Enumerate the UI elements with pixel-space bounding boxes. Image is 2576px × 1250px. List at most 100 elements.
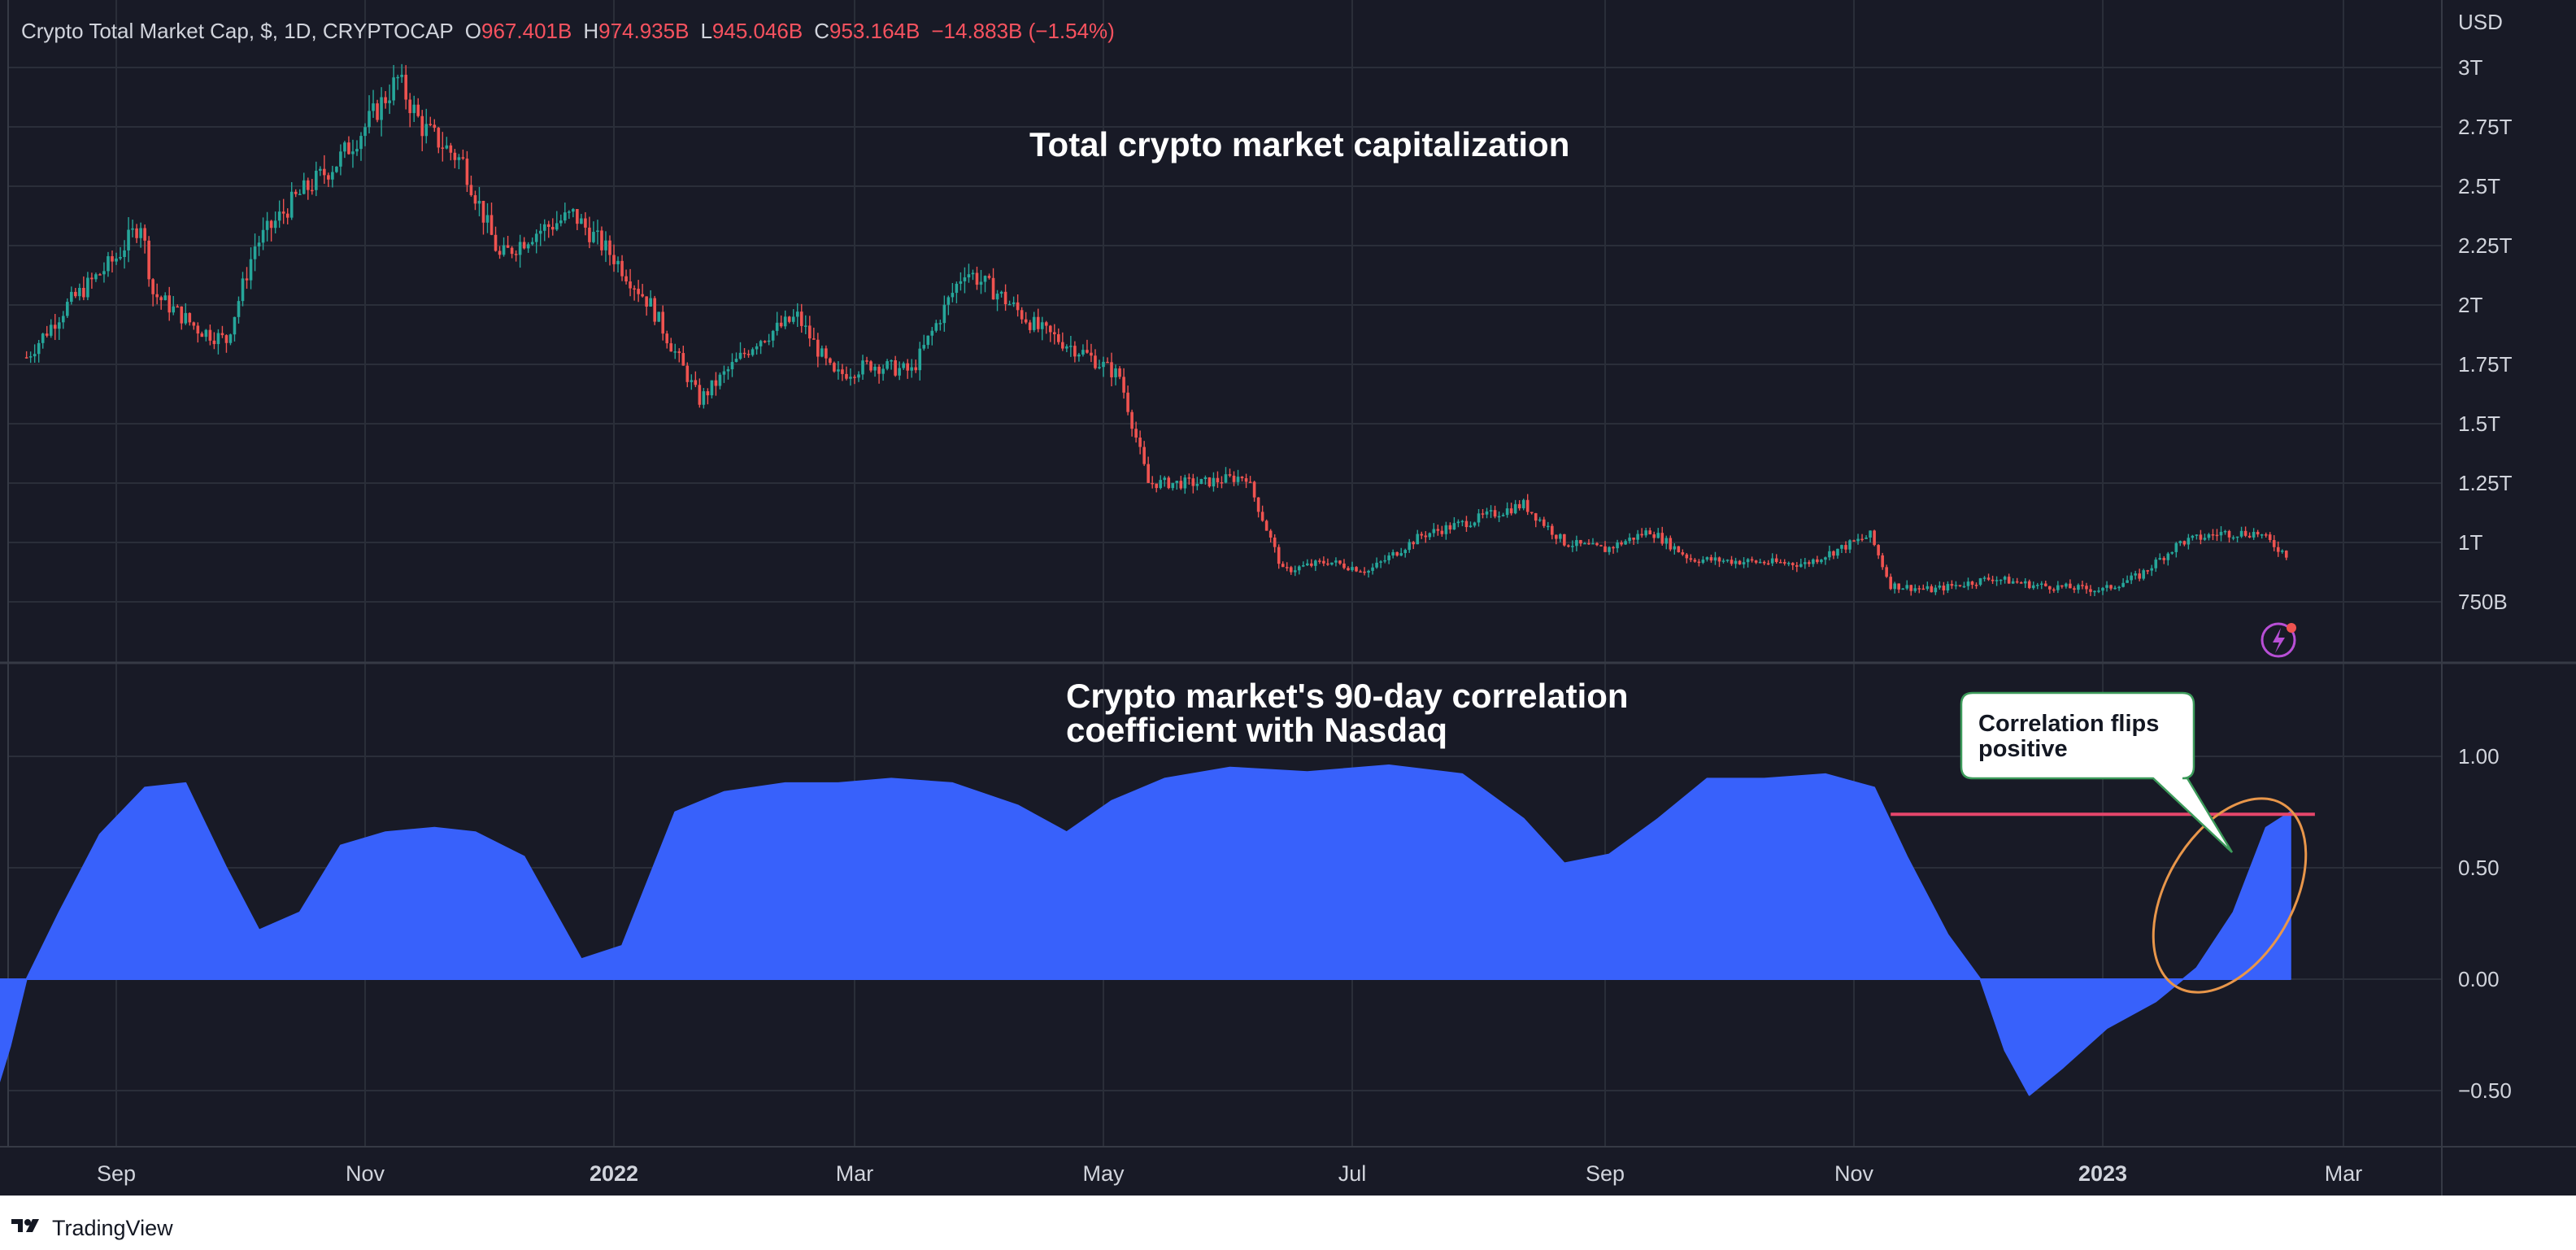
- candle-197[interactable]: [829, 357, 832, 365]
- candle-412[interactable]: [1705, 556, 1709, 562]
- candle-23[interactable]: [119, 246, 122, 260]
- candle-143[interactable]: [608, 235, 611, 266]
- candle-355[interactable]: [1473, 521, 1477, 528]
- candle-351[interactable]: [1456, 519, 1460, 528]
- candle-81[interactable]: [355, 140, 359, 156]
- candle-486[interactable]: [2007, 573, 2011, 584]
- candle-404[interactable]: [1673, 543, 1677, 555]
- candle-513[interactable]: [2117, 586, 2121, 591]
- candle-102[interactable]: [441, 132, 445, 162]
- candle-140[interactable]: [596, 220, 599, 245]
- candle-46[interactable]: [212, 332, 216, 350]
- candle-478[interactable]: [1974, 582, 1978, 590]
- candle-21[interactable]: [111, 250, 114, 273]
- candle-323[interactable]: [1342, 559, 1346, 570]
- candle-148[interactable]: [629, 268, 632, 297]
- candle-194[interactable]: [816, 333, 820, 368]
- candle-269[interactable]: [1122, 368, 1125, 399]
- candle-388[interactable]: [1608, 546, 1611, 555]
- candle-531[interactable]: [2191, 534, 2195, 541]
- candle-14[interactable]: [82, 276, 85, 301]
- candle-196[interactable]: [825, 345, 828, 366]
- candle-434[interactable]: [1795, 562, 1799, 573]
- candle-173[interactable]: [730, 353, 734, 377]
- candle-249[interactable]: [1040, 316, 1044, 341]
- candle-224[interactable]: [938, 319, 942, 331]
- candle-435[interactable]: [1799, 558, 1803, 568]
- candle-390[interactable]: [1616, 539, 1619, 553]
- candle-545[interactable]: [2247, 532, 2252, 538]
- candle-122[interactable]: [522, 237, 526, 250]
- candle-91[interactable]: [396, 74, 399, 90]
- candle-163[interactable]: [690, 374, 694, 390]
- candle-418[interactable]: [1730, 555, 1734, 566]
- candle-443[interactable]: [1832, 550, 1835, 560]
- candle-303[interactable]: [1260, 505, 1264, 522]
- candle-37[interactable]: [176, 304, 180, 308]
- candle-422[interactable]: [1746, 558, 1750, 568]
- candle-137[interactable]: [584, 211, 587, 236]
- candle-84[interactable]: [368, 95, 371, 134]
- candle-73[interactable]: [323, 155, 326, 185]
- candle-76[interactable]: [335, 166, 338, 173]
- candle-484[interactable]: [1999, 579, 2003, 585]
- candle-299[interactable]: [1244, 473, 1248, 489]
- candle-112[interactable]: [481, 200, 485, 235]
- candle-133[interactable]: [568, 210, 571, 220]
- candle-522[interactable]: [2154, 557, 2158, 573]
- legend-symbol[interactable]: Crypto Total Market Cap, $, 1D, CRYPTOCA…: [21, 18, 454, 43]
- candle-343[interactable]: [1424, 531, 1428, 543]
- candle-539[interactable]: [2223, 529, 2227, 535]
- candle-420[interactable]: [1738, 560, 1742, 565]
- candle-120[interactable]: [514, 250, 518, 262]
- candle-507[interactable]: [2093, 590, 2096, 597]
- candle-43[interactable]: [200, 331, 204, 338]
- candle-82[interactable]: [359, 132, 363, 161]
- candle-405[interactable]: [1677, 546, 1681, 553]
- candle-5[interactable]: [45, 325, 49, 338]
- candle-502[interactable]: [2073, 586, 2076, 594]
- candle-548[interactable]: [2260, 534, 2264, 539]
- candle-391[interactable]: [1620, 540, 1623, 547]
- candle-85[interactable]: [372, 89, 375, 118]
- candle-66[interactable]: [294, 189, 298, 198]
- candle-460[interactable]: [1901, 588, 1905, 590]
- candle-239[interactable]: [999, 290, 1003, 298]
- candle-542[interactable]: [2235, 536, 2239, 542]
- candle-1[interactable]: [28, 351, 33, 364]
- candle-345[interactable]: [1432, 523, 1436, 538]
- candle-518[interactable]: [2138, 568, 2141, 581]
- candle-339[interactable]: [1408, 538, 1412, 553]
- candle-332[interactable]: [1379, 560, 1382, 568]
- candle-184[interactable]: [775, 311, 779, 336]
- candle-237[interactable]: [991, 268, 995, 300]
- candle-86[interactable]: [376, 99, 379, 123]
- candle-449[interactable]: [1856, 534, 1860, 545]
- candle-527[interactable]: [2174, 542, 2178, 558]
- candle-410[interactable]: [1697, 559, 1701, 567]
- candle-259[interactable]: [1081, 344, 1085, 357]
- candle-223[interactable]: [934, 320, 938, 333]
- candle-353[interactable]: [1464, 516, 1469, 532]
- candle-273[interactable]: [1138, 430, 1142, 455]
- candle-348[interactable]: [1444, 521, 1448, 540]
- candle-329[interactable]: [1367, 569, 1370, 578]
- candle-457[interactable]: [1889, 573, 1892, 590]
- candle-295[interactable]: [1228, 468, 1232, 477]
- candle-117[interactable]: [502, 237, 506, 257]
- candle-142[interactable]: [604, 231, 607, 263]
- candle-282[interactable]: [1175, 480, 1179, 490]
- candle-98[interactable]: [424, 108, 429, 144]
- candle-214[interactable]: [898, 361, 901, 381]
- candle-524[interactable]: [2162, 555, 2166, 564]
- candle-80[interactable]: [351, 139, 355, 168]
- candle-109[interactable]: [469, 175, 473, 197]
- candle-59[interactable]: [265, 211, 269, 242]
- candle-467[interactable]: [1930, 584, 1934, 593]
- candle-417[interactable]: [1725, 559, 1730, 563]
- candle-336[interactable]: [1395, 551, 1399, 557]
- candle-504[interactable]: [2081, 580, 2084, 590]
- candle-108[interactable]: [465, 150, 469, 193]
- candle-499[interactable]: [2060, 585, 2064, 589]
